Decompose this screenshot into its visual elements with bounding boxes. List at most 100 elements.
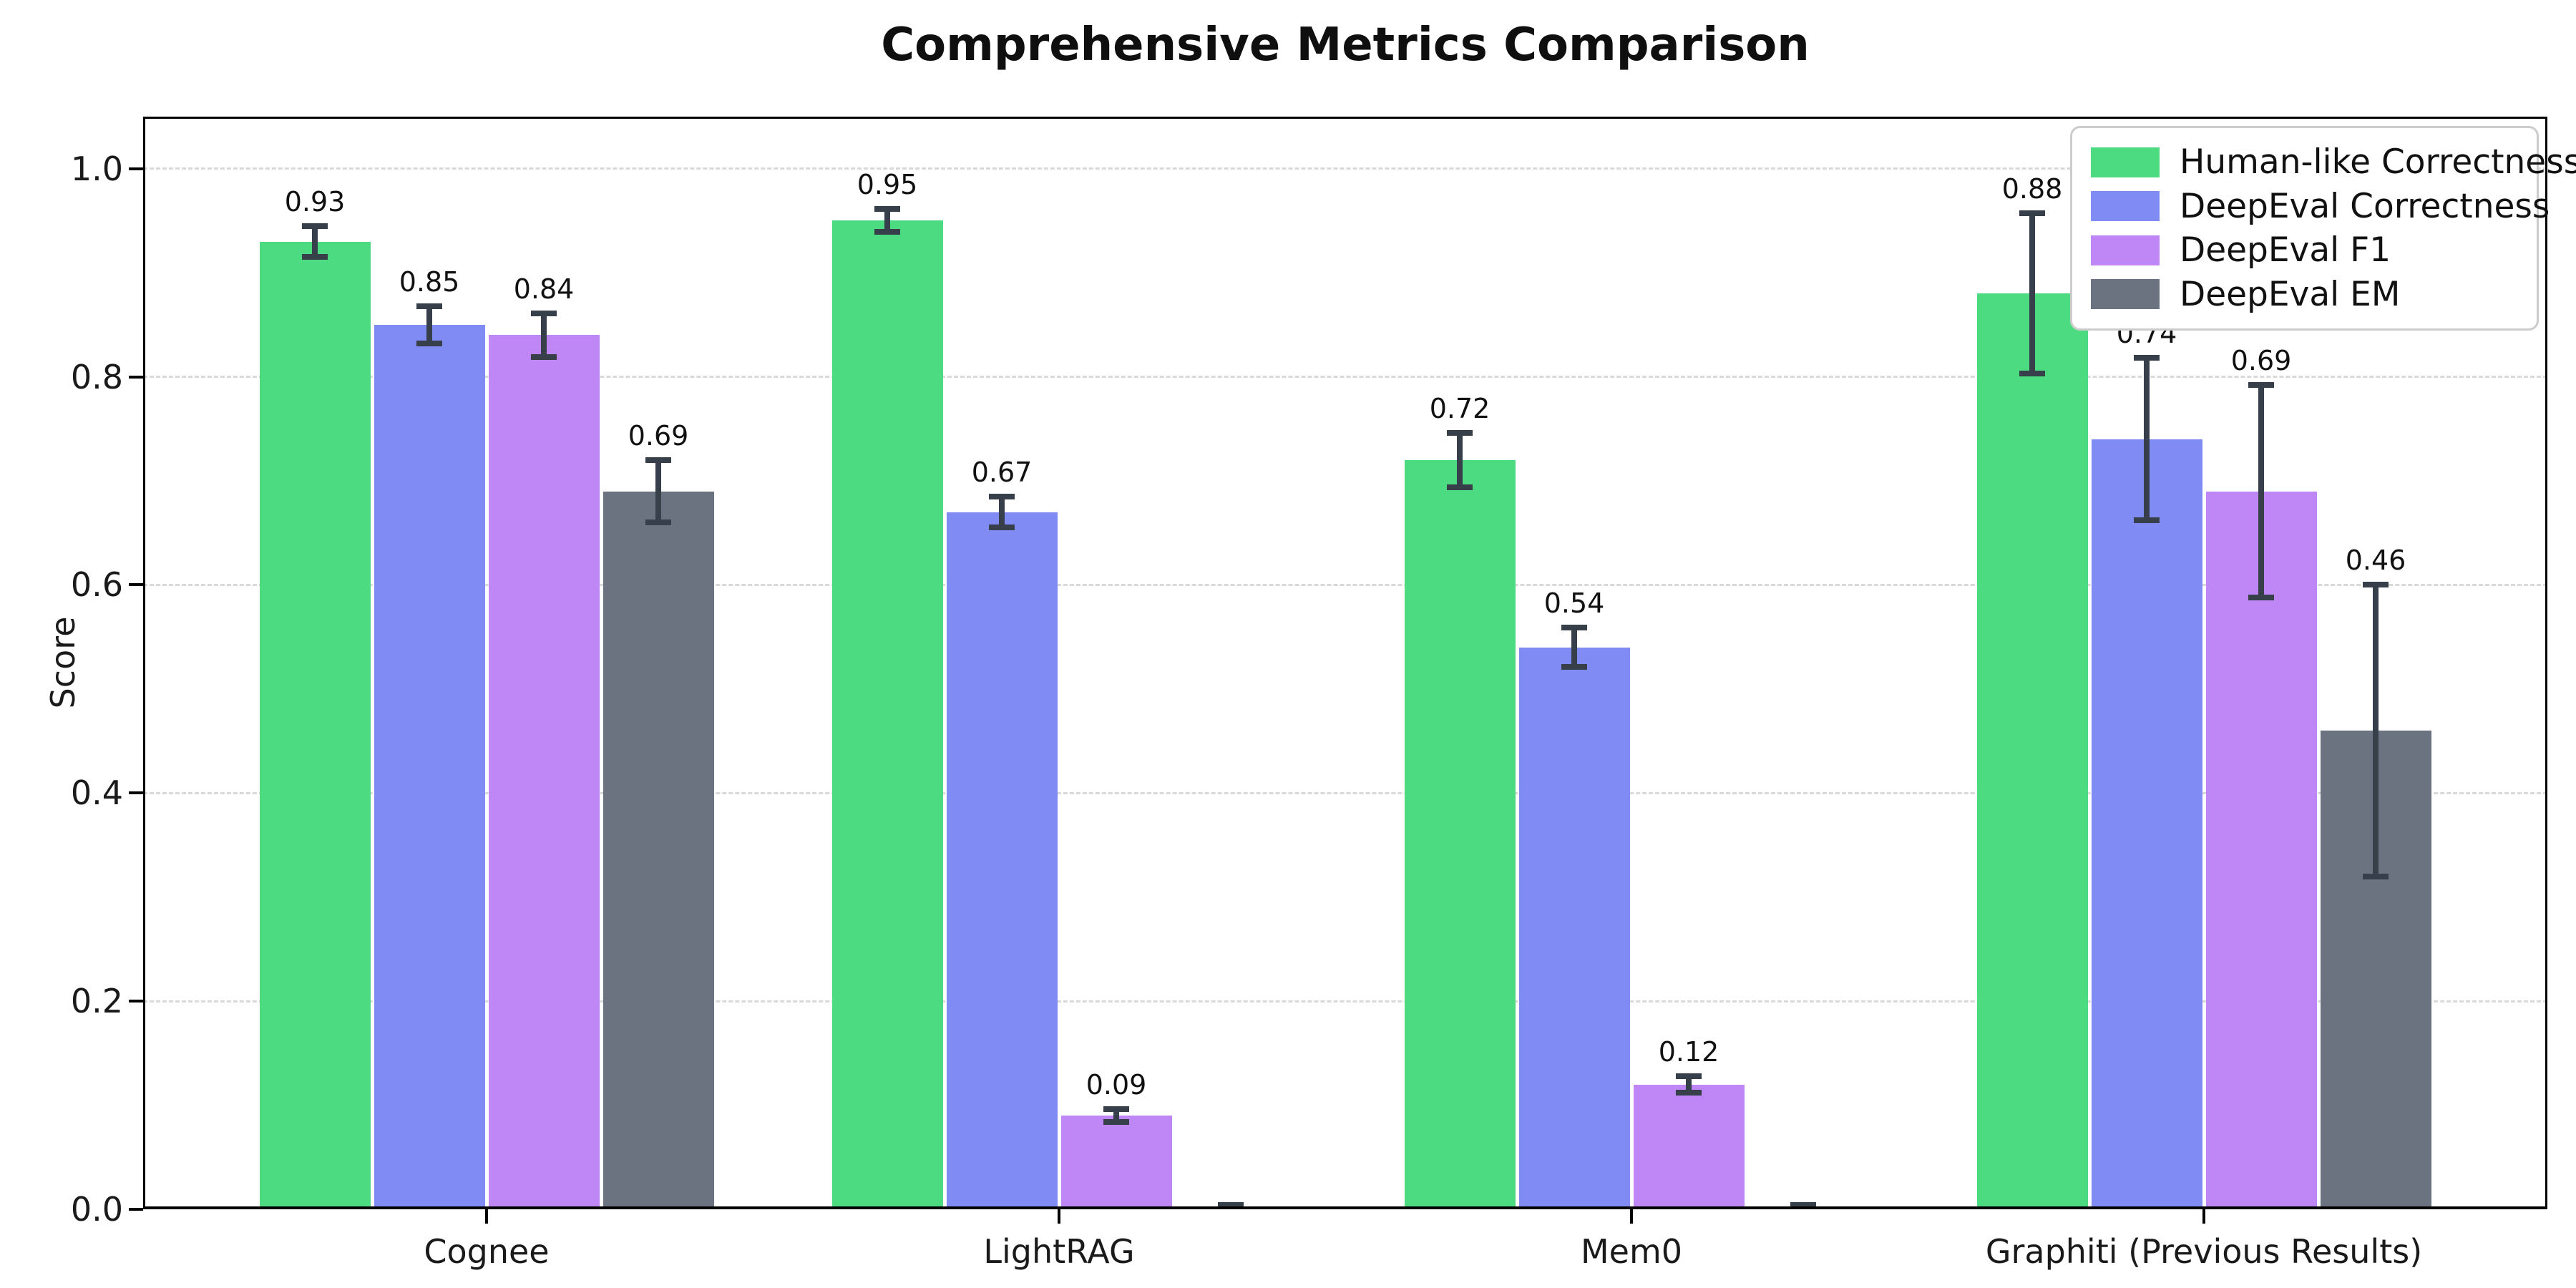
legend-swatch-deepeval-em bbox=[2091, 279, 2160, 310]
bar-value-label: 0.69 bbox=[628, 419, 689, 452]
error-bar-cap bbox=[416, 303, 442, 309]
x-tick-label: Cognee bbox=[424, 1232, 550, 1271]
top-spine bbox=[143, 117, 2547, 119]
error-bar-cap bbox=[989, 525, 1015, 531]
x-tick bbox=[1630, 1209, 1633, 1224]
bar-value-label: 0.54 bbox=[1543, 587, 1605, 620]
error-bar bbox=[1113, 1109, 1119, 1122]
error-bar bbox=[426, 306, 432, 344]
x-axis-line bbox=[143, 1206, 2547, 1209]
y-tick-label: 0.8 bbox=[70, 357, 123, 396]
error-bar-cap bbox=[302, 254, 328, 260]
error-bar-cap bbox=[645, 519, 671, 526]
right-spine bbox=[2545, 117, 2547, 1209]
bar-mem0-series-0 bbox=[1404, 459, 1516, 1209]
y-tick bbox=[129, 1208, 143, 1211]
gridline bbox=[143, 167, 2547, 170]
bar-cognee-series-1 bbox=[374, 324, 485, 1209]
error-bar-cap bbox=[2248, 382, 2274, 389]
y-axis-line bbox=[143, 117, 145, 1209]
gridline bbox=[143, 583, 2547, 586]
legend-label: Human-like Correctness bbox=[2180, 142, 2576, 182]
x-tick bbox=[485, 1209, 488, 1224]
legend-item: DeepEval EM bbox=[2091, 275, 2518, 314]
error-bar-cap bbox=[2019, 210, 2045, 217]
y-tick bbox=[129, 791, 143, 795]
legend-label: DeepEval Correctness bbox=[2180, 186, 2550, 226]
error-bar-cap bbox=[416, 341, 442, 347]
error-bar-cap bbox=[2248, 594, 2274, 600]
legend-swatch-deepeval-f1 bbox=[2091, 235, 2160, 265]
bar-cognee-series-3 bbox=[602, 491, 714, 1209]
y-tick-label: 0.0 bbox=[70, 1190, 123, 1229]
bar-value-label: 0.46 bbox=[2345, 545, 2406, 577]
error-bar-cap bbox=[989, 493, 1015, 499]
bar-lightrag-series-1 bbox=[946, 512, 1058, 1209]
error-bar-cap bbox=[874, 229, 900, 235]
gridline bbox=[143, 1000, 2547, 1002]
error-bar-cap bbox=[874, 206, 900, 213]
error-bar-cap bbox=[302, 223, 328, 229]
error-bar-cap bbox=[2134, 355, 2160, 361]
bar-cognee-series-0 bbox=[259, 241, 371, 1209]
error-bar-cap bbox=[1676, 1073, 1702, 1079]
bar-value-label: 0.84 bbox=[513, 273, 575, 305]
y-tick bbox=[129, 167, 143, 170]
bar-value-label: 0.85 bbox=[399, 265, 460, 298]
error-bar-cap bbox=[2363, 873, 2389, 879]
legend-swatch-deepeval-correctness bbox=[2091, 191, 2160, 222]
error-bar-cap bbox=[2363, 582, 2389, 588]
bar-value-label: 0.72 bbox=[1429, 393, 1491, 425]
x-tick bbox=[2202, 1209, 2205, 1224]
bar-value-label: 0.67 bbox=[971, 456, 1033, 488]
legend-label: DeepEval EM bbox=[2180, 274, 2401, 314]
bar-graphiti-previous-results--series-0 bbox=[1976, 293, 2088, 1209]
error-bar-cap bbox=[1447, 430, 1473, 436]
bar-mem0-series-1 bbox=[1518, 647, 1630, 1209]
y-tick-label: 0.6 bbox=[70, 565, 123, 605]
y-tick-label: 1.0 bbox=[70, 149, 123, 188]
chart-title: Comprehensive Metrics Comparison bbox=[881, 19, 1810, 72]
error-bar-cap bbox=[2019, 371, 2045, 377]
error-bar-cap bbox=[1790, 1202, 1816, 1209]
error-bar bbox=[2144, 358, 2150, 521]
error-bar bbox=[541, 313, 547, 357]
x-tick-label: Graphiti (Previous Results) bbox=[1985, 1232, 2423, 1271]
error-bar bbox=[655, 459, 661, 523]
error-bar-cap bbox=[1218, 1202, 1244, 1209]
error-bar-cap bbox=[1676, 1090, 1702, 1096]
error-bar-cap bbox=[1103, 1106, 1129, 1113]
x-tick-label: Mem0 bbox=[1580, 1232, 1683, 1271]
y-tick bbox=[129, 1000, 143, 1003]
error-bar bbox=[312, 225, 318, 258]
bar-value-label: 0.95 bbox=[857, 169, 918, 201]
error-bar-cap bbox=[1561, 625, 1587, 631]
y-tick bbox=[129, 583, 143, 587]
error-bar-cap bbox=[1103, 1118, 1129, 1125]
gridline bbox=[143, 376, 2547, 379]
bar-value-label: 0.69 bbox=[2230, 345, 2292, 377]
y-tick-label: 0.4 bbox=[70, 774, 123, 813]
legend-item: DeepEval F1 bbox=[2091, 230, 2518, 270]
bar-value-label: 0.09 bbox=[1085, 1069, 1147, 1101]
error-bar-cap bbox=[1447, 484, 1473, 490]
error-bar-cap bbox=[645, 457, 671, 463]
error-bar-cap bbox=[1561, 664, 1587, 670]
error-bar-cap bbox=[2134, 517, 2160, 524]
error-bar bbox=[2373, 585, 2379, 877]
error-bar bbox=[2258, 385, 2264, 597]
error-bar bbox=[2029, 213, 2035, 374]
bar-graphiti-previous-results--series-2 bbox=[2205, 491, 2317, 1209]
error-bar-cap bbox=[531, 353, 557, 360]
bar-lightrag-series-2 bbox=[1060, 1116, 1172, 1209]
error-bar bbox=[884, 209, 890, 233]
bar-value-label: 0.93 bbox=[284, 185, 346, 218]
y-tick bbox=[129, 375, 143, 379]
bar-cognee-series-2 bbox=[488, 335, 600, 1209]
legend-swatch-human-like-correctness bbox=[2091, 147, 2160, 177]
bar-mem0-series-2 bbox=[1633, 1084, 1745, 1209]
error-bar-cap bbox=[531, 310, 557, 316]
legend: Human-like Correctness DeepEval Correctn… bbox=[2070, 126, 2576, 331]
bar-value-label: 0.88 bbox=[2001, 173, 2063, 205]
